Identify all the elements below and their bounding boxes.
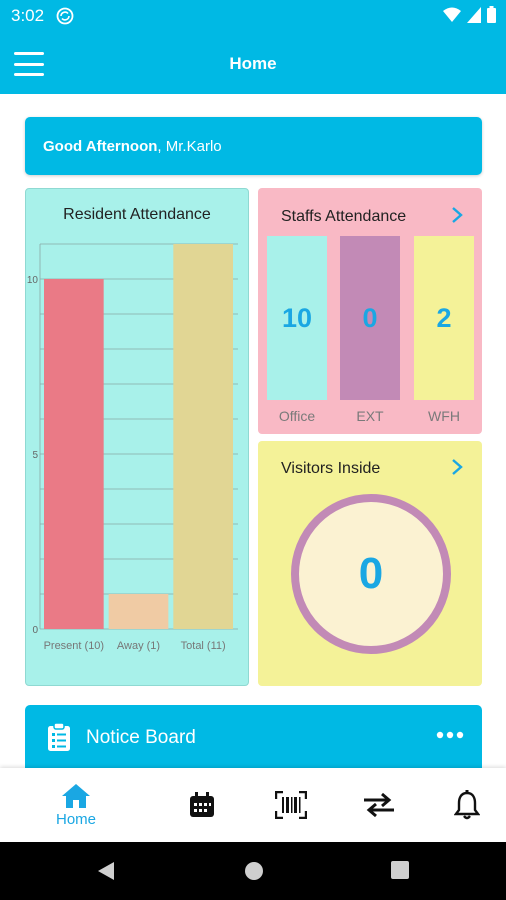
bar-1[interactable] <box>108 594 169 629</box>
y-tick-label: 5 <box>32 450 38 461</box>
bell-icon <box>454 790 480 820</box>
barcode-scan-icon <box>275 791 307 819</box>
system-nav-bar <box>0 842 506 900</box>
greeting-name: Mr.Karlo <box>165 138 222 155</box>
signal-icon <box>467 6 481 23</box>
staff-office-box[interactable]: 10 <box>267 236 327 400</box>
staffs-attendance-card[interactable]: Staffs Attendance 10 Office 0 EXT 2 WFH <box>258 188 482 434</box>
clipboard-icon <box>48 722 70 751</box>
page-title: Home <box>229 54 277 73</box>
nav-home-label: Home <box>55 810 96 828</box>
resident-attendance-card[interactable]: Resident Attendance 0 5 10 Present (10) Away… <box>25 188 249 686</box>
staff-wfh-value: 2 <box>436 302 452 333</box>
notice-board-title: Notice Board <box>86 727 196 748</box>
home-circle-icon[interactable] <box>244 861 264 881</box>
staffs-attendance-title: Staffs Attendance <box>281 208 407 225</box>
visitors-inside-title: Visitors Inside <box>281 460 381 477</box>
chevron-right-icon[interactable] <box>450 206 464 224</box>
resident-attendance-title: Resident Attendance <box>63 206 211 223</box>
y-tick-label: 10 <box>27 275 39 286</box>
battery-icon <box>487 6 496 23</box>
chevron-right-icon[interactable] <box>450 458 464 476</box>
wifi-icon <box>443 7 461 22</box>
x-tick-label: Away (1) <box>117 640 160 652</box>
visitors-count-ring: 0 <box>291 494 451 654</box>
resident-attendance-chart: 0 5 10 Present (10) Away (1) Total (11) <box>27 243 238 652</box>
y-tick-label: 0 <box>32 625 38 636</box>
nav-scan[interactable] <box>270 768 312 842</box>
staff-wfh-box[interactable]: 2 <box>414 236 474 400</box>
swap-arrows-icon <box>364 792 394 818</box>
bar-2[interactable] <box>173 244 233 629</box>
staff-office-value: 10 <box>281 302 313 333</box>
visitors-count: 0 <box>358 549 384 598</box>
nav-transfer[interactable] <box>358 768 400 842</box>
calendar-icon <box>190 792 214 817</box>
status-icons <box>443 6 496 23</box>
nav-calendar[interactable] <box>182 768 222 842</box>
staff-ext-label: EXT <box>356 408 384 424</box>
staff-ext-box[interactable]: 0 <box>340 236 400 400</box>
x-tick-label: Total (11) <box>181 640 226 652</box>
visitors-inside-card[interactable]: Visitors Inside 0 <box>258 441 482 686</box>
x-tick-label: Present (10) <box>44 640 105 652</box>
nav-notifications[interactable] <box>448 768 486 842</box>
recents-icon[interactable] <box>391 861 409 879</box>
bottom-nav: Home <box>0 768 506 842</box>
notice-board-header[interactable]: Notice Board <box>25 705 482 771</box>
greeting-banner: Good Afternoon, Mr.Karlo <box>25 117 482 175</box>
bar-0[interactable] <box>44 279 104 629</box>
staff-ext-value: 0 <box>362 302 378 333</box>
nav-home[interactable]: Home <box>42 768 110 842</box>
app-bar: Home <box>0 34 506 94</box>
staff-wfh-label: WFH <box>428 408 460 424</box>
greeting-salutation: Good Afternoon <box>43 138 158 155</box>
status-bar: 3:02 <box>0 0 506 34</box>
sync-icon <box>56 7 74 25</box>
staff-office-label: Office <box>278 408 316 424</box>
greeting-separator: , <box>157 138 166 155</box>
more-horizontal-icon[interactable] <box>436 731 464 739</box>
menu-icon[interactable] <box>14 50 44 78</box>
home-icon <box>62 783 90 808</box>
back-icon[interactable] <box>96 861 116 881</box>
status-time: 3:02 <box>11 6 45 25</box>
